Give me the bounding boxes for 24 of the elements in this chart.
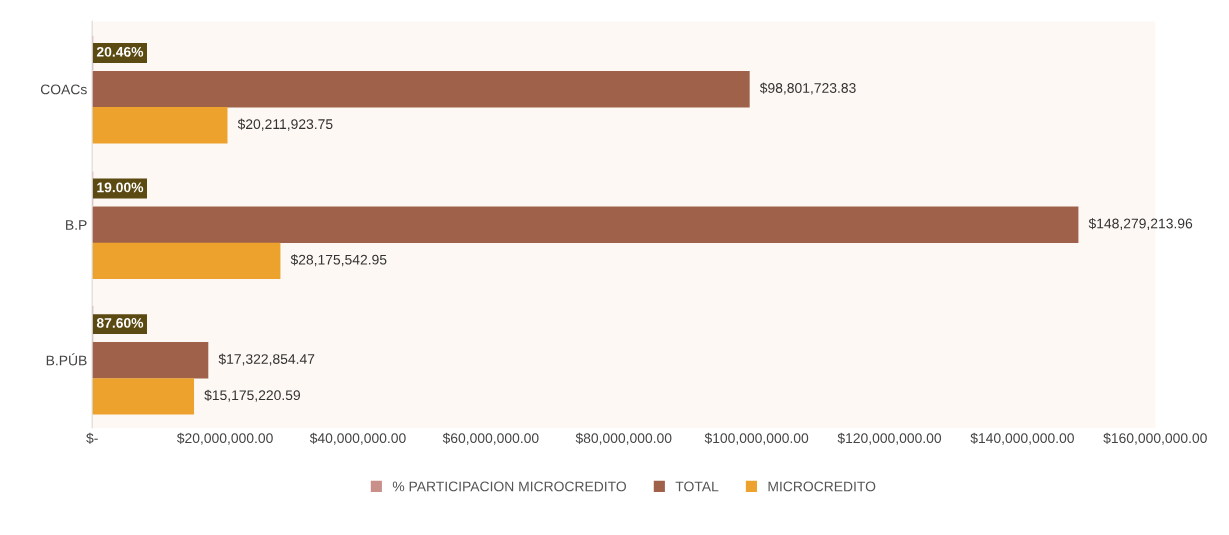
x-tick-label: $- [86,432,98,444]
x-tick-label: $80,000,000.00 [575,432,672,445]
x-tick-label: $100,000,000.00 [704,432,809,445]
x-tick-label: $120,000,000.00 [837,432,942,445]
data-label: $20,211,923.75 [237,118,333,131]
legend-label: TOTAL [675,481,719,492]
x-tick-label: $20,000,000.00 [176,432,273,445]
y-tick-label: B.P [66,220,87,230]
x-tick-label: $140,000,000.00 [970,432,1074,445]
data-label: 87.60% [96,317,144,328]
data-label: 19.00% [97,182,144,193]
x-tick-label: $160,000,000.00 [1103,432,1207,445]
data-label: 20.46% [96,46,144,57]
data-label: $98,801,723.83 [759,82,856,95]
data-label: $28,175,542.95 [290,254,387,267]
x-tick-label: $60,000,000.00 [442,432,539,445]
legend-label: % PARTICIPACION MICROCREDITO [392,481,627,492]
data-label: $15,175,220.59 [204,389,300,402]
y-tick-label: B.PÚB [46,353,87,366]
legend-label: MICROCREDITO [768,481,876,492]
x-tick-label: $40,000,000.00 [309,432,406,445]
y-tick-label: COACs [40,84,87,95]
data-label: $148,279,213.96 [1088,218,1193,231]
data-label: $17,322,854.47 [218,353,315,366]
